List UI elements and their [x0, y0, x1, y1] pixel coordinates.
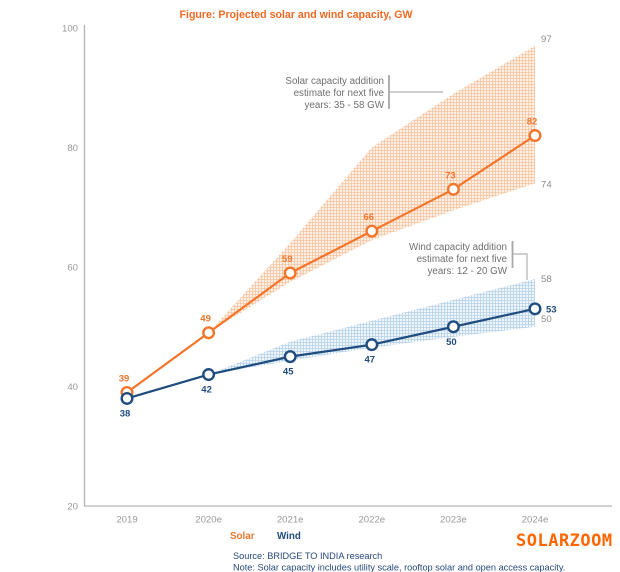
wind-value-label: 53 — [546, 304, 557, 315]
solar-band-lower-label: 74 — [541, 179, 552, 190]
wind-value-label: 50 — [446, 337, 457, 348]
solar-band-upper-label: 97 — [541, 34, 552, 45]
solar-point — [365, 224, 379, 238]
wind-annotation-line2: estimate for next five — [417, 254, 508, 265]
solar-point — [283, 266, 297, 280]
wind-annotation-line3: years: 12 - 20 GW — [428, 266, 508, 277]
axes: 20 40 60 80 100 2019 2020e 2021e 2022e 2023e 2024e — [62, 24, 612, 526]
legend-item-wind: Wind — [277, 531, 301, 542]
wind-point — [446, 320, 460, 334]
data-points — [120, 129, 542, 405]
wind-value-label: 45 — [283, 367, 294, 378]
solar-value-label: 66 — [364, 212, 375, 223]
legend: Solar Wind — [230, 531, 301, 542]
wind-annotation: Wind capacity addition estimate for next… — [409, 241, 528, 280]
solar-value-label: 82 — [527, 117, 538, 128]
wind-annotation-line1: Wind capacity addition — [409, 242, 507, 253]
axis-lines — [83, 25, 612, 507]
solar-value-label: 49 — [200, 314, 211, 325]
solar-line — [126, 134, 536, 394]
y-tick-label: 80 — [67, 143, 78, 154]
source-text: Source: BRIDGE TO INDIA research — [233, 551, 382, 561]
solar-annotation-line3: years: 35 - 58 GW — [305, 100, 385, 111]
wind-band-upper-label: 58 — [541, 274, 552, 285]
wind-band-lower-label: 50 — [541, 314, 552, 325]
x-tick-label: 2024e — [522, 515, 549, 526]
x-tick-label: 2022e — [358, 515, 385, 526]
solar-annotation: Solar capacity addition estimate for nex… — [285, 75, 443, 111]
y-tick-label: 20 — [67, 502, 78, 513]
solar-annotation-line2: estimate for next five — [294, 88, 385, 99]
wind-point — [528, 302, 542, 316]
wind-value-label: 47 — [365, 355, 376, 366]
solar-value-label: 73 — [445, 170, 456, 181]
wind-point — [365, 338, 379, 352]
legend-item-solar: Solar — [230, 531, 255, 542]
solar-point — [528, 129, 542, 143]
x-tick-label: 2019 — [116, 515, 137, 526]
note-text: Note: Solar capacity includes utility sc… — [233, 563, 565, 572]
solar-point — [446, 182, 460, 196]
wind-point — [120, 391, 134, 405]
solar-value-label: 39 — [119, 373, 130, 384]
x-tick-label: 2020e — [195, 515, 222, 526]
solar-annotation-line1: Solar capacity addition — [285, 76, 384, 87]
y-tick-label: 60 — [67, 263, 78, 274]
solar-value-label: 59 — [282, 254, 293, 265]
wind-annotation-pointer-line — [513, 253, 528, 280]
wind-point — [202, 368, 216, 382]
wind-value-label: 38 — [120, 408, 131, 419]
series-lines — [126, 134, 536, 400]
wind-point — [283, 350, 297, 364]
y-tick-label: 100 — [62, 24, 78, 35]
y-tick-label: 40 — [67, 382, 78, 393]
solar-point — [202, 326, 216, 340]
footer: Source: BRIDGE TO INDIA research Note: S… — [233, 551, 565, 572]
chart-title: Figure: Projected solar and wind capacit… — [180, 9, 413, 21]
solar-estimate-band — [208, 45, 535, 333]
wind-value-label: 42 — [201, 385, 212, 396]
wind-line — [126, 307, 536, 400]
solarzoom-watermark: SOLARZOOM — [516, 531, 613, 551]
x-tick-label: 2021e — [277, 515, 304, 526]
x-tick-label: 2023e — [440, 515, 467, 526]
